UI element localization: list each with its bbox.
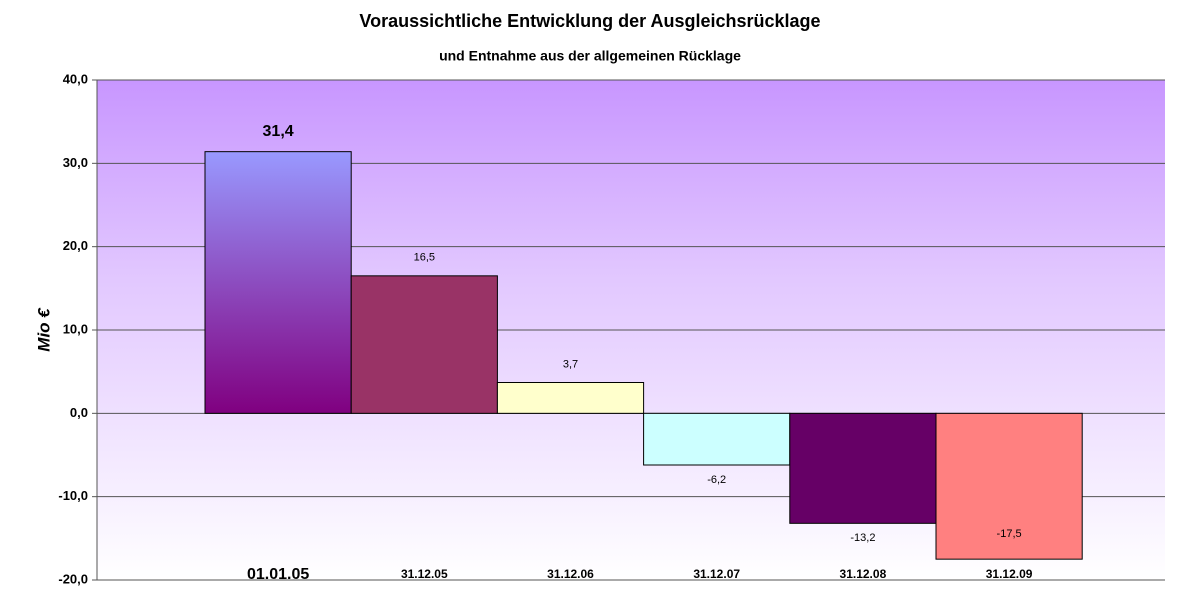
- x-tick-label: 31.12.05: [401, 567, 448, 581]
- y-tick-label: 30,0: [63, 155, 88, 170]
- y-tick-label: -10,0: [58, 488, 88, 503]
- x-tick-label: 31.12.06: [547, 567, 594, 581]
- bar: [643, 412, 791, 466]
- bar: [350, 275, 498, 414]
- value-label: -6,2: [707, 474, 726, 486]
- bar: [935, 412, 1083, 560]
- value-label: -13,2: [850, 532, 875, 544]
- chart-title: Voraussichtliche Entwicklung der Ausglei…: [359, 11, 820, 31]
- bar: [496, 382, 645, 414]
- y-tick-label: 20,0: [63, 238, 88, 253]
- y-tick-label: 10,0: [63, 321, 88, 336]
- y-tick-label: 40,0: [63, 71, 88, 86]
- x-tick-label: 01.01.05: [247, 566, 309, 583]
- chart-subtitle: und Entnahme aus der allgemeinen Rücklag…: [439, 48, 741, 64]
- y-axis-title: Mio €: [34, 307, 53, 352]
- x-tick-label: 31.12.08: [840, 567, 887, 581]
- value-label: -17,5: [997, 528, 1022, 540]
- y-tick-label: -20,0: [58, 571, 88, 586]
- value-label: 31,4: [263, 123, 294, 140]
- bar: [789, 412, 937, 524]
- x-tick-label: 31.12.09: [986, 567, 1033, 581]
- bar: [204, 151, 352, 414]
- value-label: 16,5: [414, 252, 435, 264]
- y-tick-label: 0,0: [70, 405, 88, 420]
- value-label: 3,7: [563, 358, 578, 370]
- x-tick-label: 31.12.07: [693, 567, 740, 581]
